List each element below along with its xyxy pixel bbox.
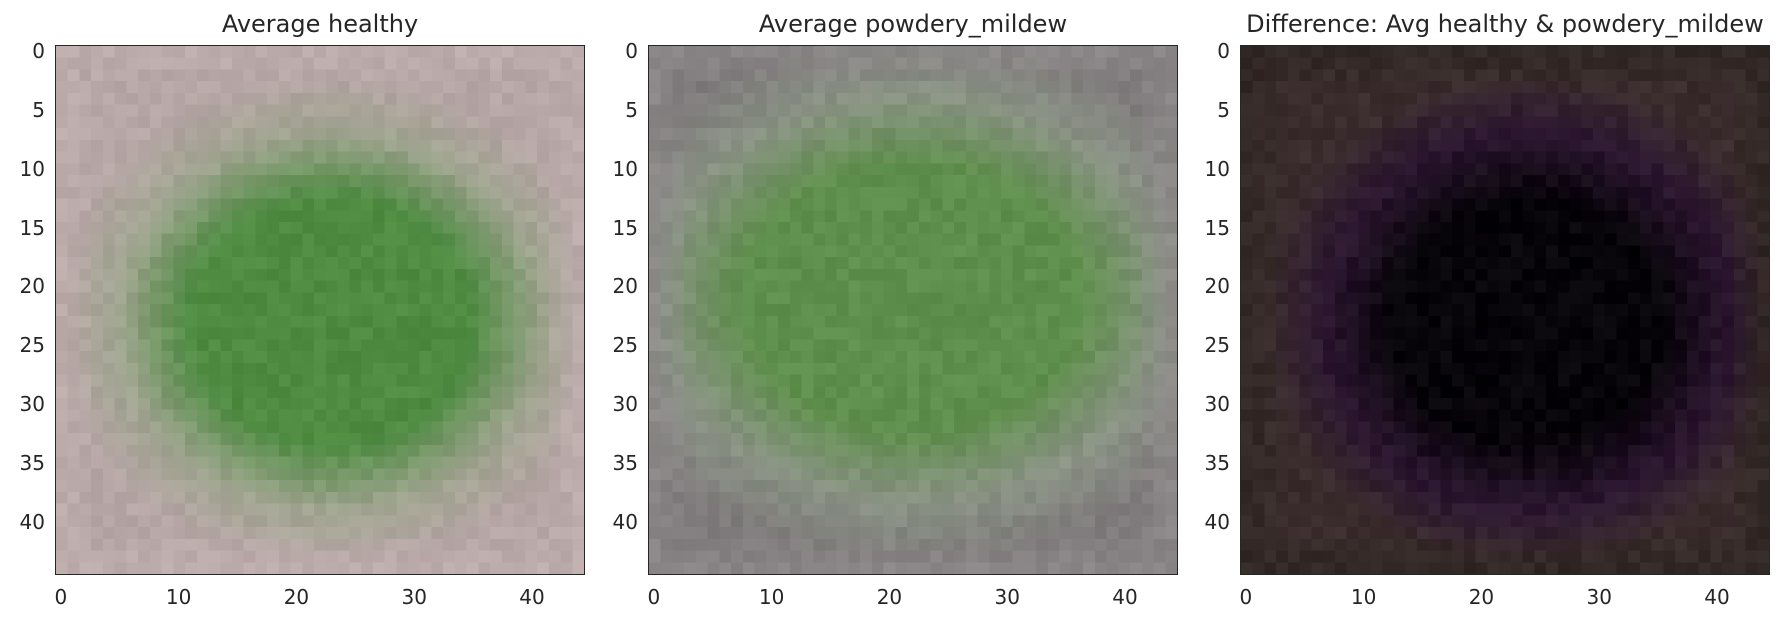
- x-tick-label: 0: [1239, 585, 1253, 609]
- y-tick-label: 5: [625, 97, 638, 122]
- x-tick-label: 20: [283, 585, 310, 609]
- x-tick-label: 40: [1704, 585, 1730, 609]
- y-tick-label: 10: [19, 156, 45, 181]
- y-tick-label: 0: [32, 38, 45, 63]
- y-tick-label: 30: [1204, 392, 1230, 417]
- heatmap-plot-area: [55, 45, 585, 575]
- x-tick-label: 0: [54, 585, 68, 609]
- y-tick-label: 10: [612, 156, 638, 181]
- y-tick-label: 40: [1204, 510, 1230, 534]
- heatmap-image: [649, 46, 1177, 574]
- heatmap-plot-area: [1240, 45, 1770, 575]
- chart-panel-powdery-mildew: Average powdery_mildew 0 5 10 15 20 25 30 35 40 0…: [0, 0, 1178, 625]
- y-tick-label: 20: [1204, 274, 1230, 299]
- chart-title: Average powdery_mildew: [758, 10, 1068, 38]
- x-tick-label: 30: [1586, 585, 1612, 609]
- x-tick-label: 40: [519, 585, 545, 609]
- x-tick-label: 30: [401, 585, 427, 609]
- heatmap-plot-area: [648, 45, 1178, 575]
- chart-panel-healthy: Average healthy 0 5 10 15 20 25 30 35 40 0 10 20 30 4…: [0, 0, 585, 625]
- y-tick-label: 35: [1204, 451, 1230, 476]
- y-tick-label: 20: [19, 274, 45, 299]
- x-tick-label: 20: [876, 585, 903, 609]
- y-tick-label: 5: [1217, 97, 1230, 122]
- y-tick-label: 35: [612, 451, 638, 476]
- x-tick-label: 0: [647, 585, 661, 609]
- y-tick-label: 40: [612, 510, 638, 534]
- y-tick-label: 5: [32, 97, 45, 122]
- x-tick-label: 10: [165, 585, 192, 609]
- chart-title: Average healthy: [221, 10, 419, 38]
- x-tick-label: 20: [1468, 585, 1495, 609]
- y-tick-label: 20: [612, 274, 638, 299]
- y-tick-label: 25: [1204, 333, 1230, 358]
- chart-title: Difference: Avg healthy & powdery_mildew: [1246, 10, 1764, 38]
- y-tick-label: 15: [19, 215, 45, 240]
- x-tick-label: 30: [994, 585, 1020, 609]
- y-tick-label: 0: [1217, 38, 1230, 63]
- heatmap-image: [56, 46, 584, 574]
- x-tick-label: 40: [1112, 585, 1138, 609]
- y-tick-label: 40: [19, 510, 45, 534]
- y-tick-label: 30: [19, 392, 45, 417]
- y-tick-label: 15: [612, 215, 638, 240]
- y-tick-label: 10: [1204, 156, 1230, 181]
- y-tick-label: 35: [19, 451, 45, 476]
- y-tick-label: 0: [625, 38, 638, 63]
- x-tick-label: 10: [758, 585, 785, 609]
- heatmap-image: [1241, 46, 1769, 574]
- x-tick-label: 10: [1350, 585, 1377, 609]
- y-tick-label: 30: [612, 392, 638, 417]
- y-tick-label: 25: [19, 333, 45, 358]
- y-tick-label: 15: [1204, 215, 1230, 240]
- y-tick-label: 25: [612, 333, 638, 358]
